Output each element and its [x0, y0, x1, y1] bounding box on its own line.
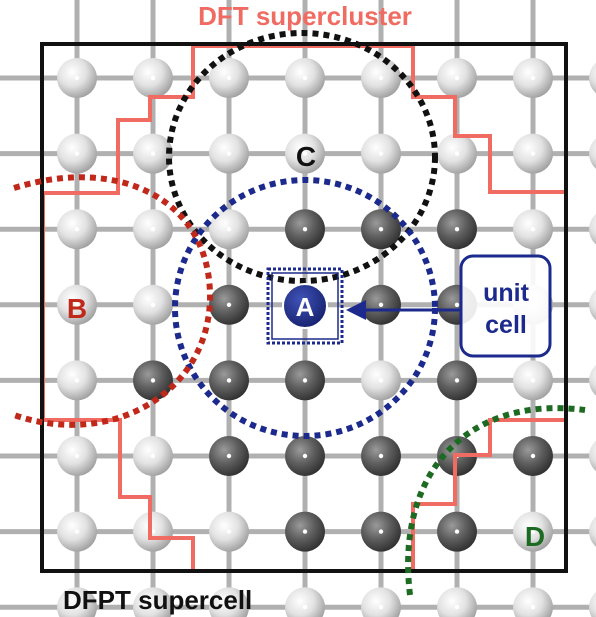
atom-highlight — [378, 302, 384, 307]
atom-highlight — [454, 75, 460, 81]
atom-highlight — [378, 75, 384, 81]
atom-highlight — [150, 302, 156, 307]
atom-highlight — [226, 75, 232, 81]
atom-light — [589, 592, 596, 617]
atom-light — [513, 587, 553, 617]
atom-highlight — [302, 378, 308, 383]
atom-highlight — [150, 378, 156, 383]
label-b: B — [67, 293, 87, 324]
atom-light — [589, 289, 596, 320]
atom-highlight — [454, 151, 460, 156]
atom-highlight — [302, 75, 308, 81]
atom-light — [57, 587, 97, 617]
atom-highlight — [302, 151, 308, 156]
atom-highlight — [378, 605, 384, 610]
atom-highlight — [302, 453, 308, 459]
unit-cell-callout — [459, 254, 552, 358]
label-c: C — [296, 141, 316, 172]
atom-highlight — [74, 529, 80, 534]
title-dft-supercluster: DFT supercluster — [198, 1, 412, 31]
atom-highlight — [454, 302, 460, 307]
atom-light — [589, 365, 596, 396]
atom-highlight — [150, 75, 156, 81]
atom-highlight — [226, 151, 232, 156]
atom-highlight — [150, 605, 156, 610]
atom-highlight — [226, 302, 232, 307]
unit-cell-arrow-head — [346, 300, 366, 320]
atom-highlight — [302, 605, 308, 610]
atom-light — [209, 587, 249, 617]
label-a: A — [296, 292, 315, 322]
atom-highlight — [302, 529, 308, 534]
lattice-atoms — [57, 58, 596, 617]
atom-highlight — [454, 378, 460, 383]
region-c-circle — [166, 30, 438, 284]
atom-highlight — [378, 453, 384, 459]
dfpt-supercell-frame — [40, 42, 568, 573]
atom-highlight — [74, 227, 80, 232]
atom-light — [361, 587, 401, 617]
atom-light — [589, 214, 596, 245]
atom-highlight — [530, 227, 536, 232]
atom-a — [282, 283, 328, 329]
unit-cell-square — [266, 267, 344, 345]
atom-light — [133, 587, 173, 617]
atom-light — [437, 587, 477, 617]
unit-cell-label-line2: cell — [485, 311, 527, 339]
unit-cell-label-line1: unit — [483, 279, 529, 307]
atom-highlight — [378, 529, 384, 534]
atom-highlight — [302, 227, 308, 232]
region-d-arc — [405, 405, 586, 596]
atom-light — [589, 138, 596, 169]
atom-highlight — [74, 605, 80, 610]
label-d: D — [525, 521, 545, 552]
unit-cell-square-inner — [271, 272, 339, 340]
region-b-arc — [13, 174, 214, 428]
atom-highlight — [530, 453, 536, 459]
footer-dfpt-supercell: DFPT supercell — [63, 585, 252, 615]
atom-highlight — [378, 378, 384, 383]
atom-highlight — [74, 302, 80, 307]
atom-highlight — [74, 75, 80, 81]
atom-highlight — [454, 605, 460, 610]
atom-light — [589, 62, 596, 94]
atom-highlight — [454, 529, 460, 534]
atom-highlight — [74, 453, 80, 459]
atom-highlight — [530, 378, 536, 383]
atom-highlight — [378, 227, 384, 232]
atom-highlight — [378, 151, 384, 156]
atom-highlight — [226, 227, 232, 232]
atom-highlight — [150, 151, 156, 156]
atom-highlight — [226, 605, 232, 610]
atom-highlight — [454, 227, 460, 232]
atom-highlight — [74, 151, 80, 156]
atom-highlight — [530, 605, 536, 610]
atom-highlight — [150, 453, 156, 459]
atom-highlight — [226, 378, 232, 383]
atom-highlight — [74, 378, 80, 383]
atom-light — [589, 516, 596, 547]
atom-highlight — [530, 529, 536, 534]
atom-highlight — [226, 453, 232, 459]
atom-highlight — [530, 151, 536, 156]
atom-highlight — [226, 529, 232, 534]
region-a-circle — [172, 177, 438, 439]
atom-light — [589, 440, 596, 472]
atom-light — [285, 587, 325, 617]
atom-highlight — [530, 75, 536, 81]
atom-highlight — [150, 227, 156, 232]
